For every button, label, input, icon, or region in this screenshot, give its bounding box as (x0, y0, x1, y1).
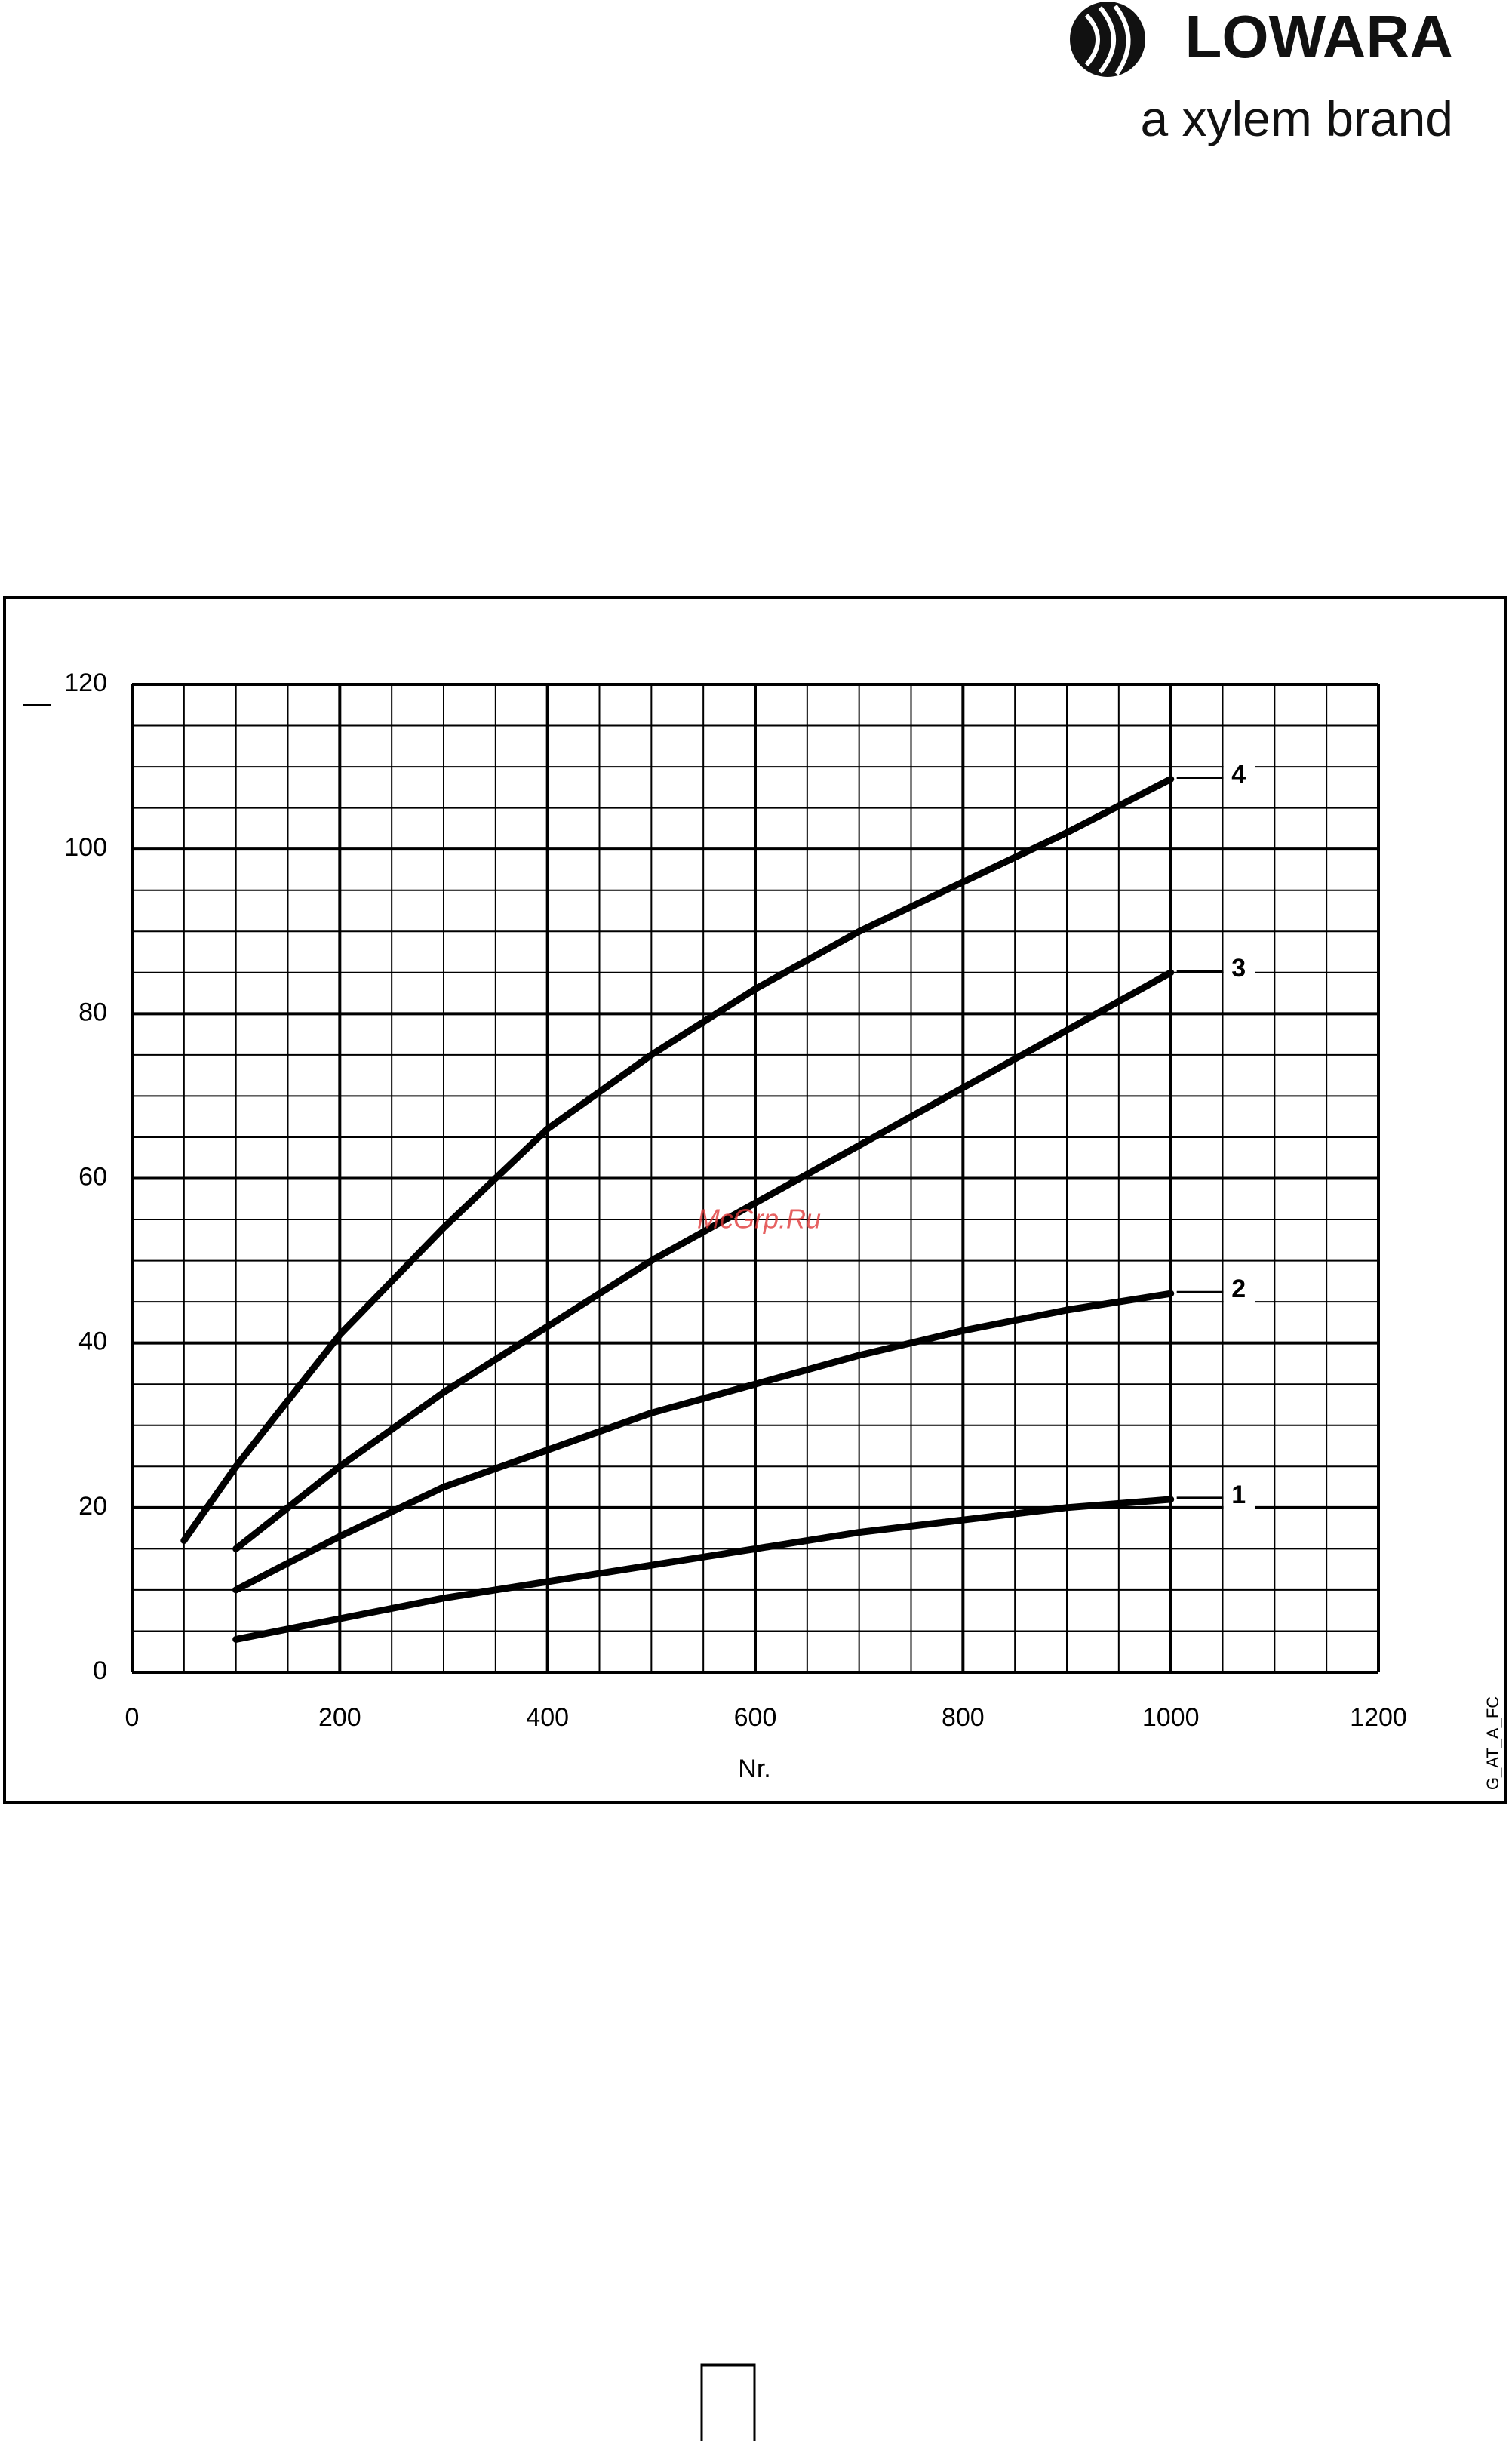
series-line (180, 775, 1175, 1544)
labels: 0 200 400 600 800 1000 1200 0 20 40 60 80 100 120 1 2 3 4 (64, 669, 1407, 1732)
label-bg (1223, 759, 1255, 793)
y-tick-label: 0 (93, 1656, 107, 1685)
label-bg (1223, 1479, 1255, 1513)
y-tick-label: 120 (64, 669, 107, 697)
y-tick-label: 40 (78, 1327, 107, 1356)
series-label: 3 (1231, 954, 1246, 983)
chart-frame (3, 596, 1507, 1804)
lines (180, 775, 1175, 1643)
tagline: a xylem brand (1140, 91, 1453, 146)
y-tick-label: 60 (78, 1162, 107, 1191)
x-tick-label: 200 (318, 1703, 361, 1732)
x-tick-label: 400 (526, 1703, 569, 1732)
series-label: 2 (1231, 1275, 1246, 1303)
y-tick-label: 100 (64, 833, 107, 862)
label-bg (1223, 952, 1255, 986)
series-label: 1 (1231, 1481, 1246, 1509)
watermark: McGrp.Ru (697, 1204, 821, 1235)
x-axis-label: Nr. (738, 1755, 770, 1783)
logo-swirl (1084, 5, 1131, 75)
label-bg (1223, 1274, 1255, 1308)
x-tick-label: 1200 (1350, 1703, 1407, 1732)
page-number-box (700, 2364, 756, 2441)
figure-code: G_AT_A_FC (1483, 1696, 1502, 1790)
brand: LOWARA (1185, 3, 1453, 70)
grid (131, 683, 1380, 1674)
x-tick-label: 800 (942, 1703, 985, 1732)
series-line (232, 1290, 1175, 1594)
series-label: 4 (1231, 760, 1246, 789)
x-tick-label: 600 (734, 1703, 777, 1732)
x-tick-label: 1000 (1142, 1703, 1200, 1732)
y-tick-label: 80 (78, 998, 107, 1026)
x-tick-label: 0 (125, 1703, 140, 1732)
logo: LOWARA a xylem brand (1070, 2, 1453, 146)
series-line (232, 1496, 1175, 1643)
y-tick-label: 20 (78, 1492, 107, 1521)
series-line (232, 969, 1175, 1552)
